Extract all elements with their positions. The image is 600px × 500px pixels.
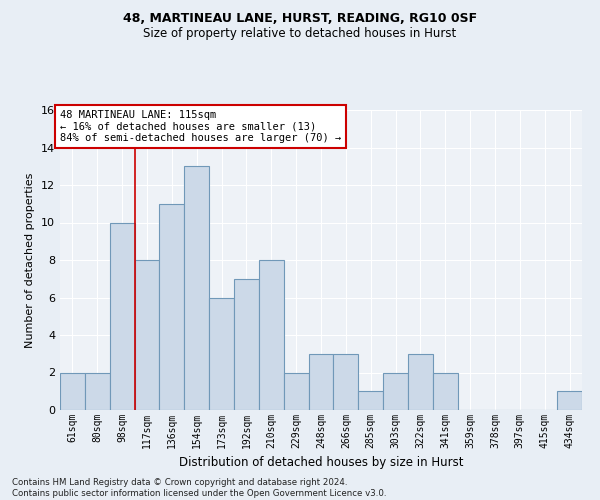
X-axis label: Distribution of detached houses by size in Hurst: Distribution of detached houses by size … (179, 456, 463, 469)
Bar (308, 354, 334, 410)
Bar (284, 372, 308, 410)
Text: Size of property relative to detached houses in Hurst: Size of property relative to detached ho… (143, 28, 457, 40)
Bar (110, 222, 134, 410)
Bar (557, 391, 582, 410)
Bar (234, 279, 259, 410)
Bar (259, 260, 284, 410)
Bar (383, 372, 408, 410)
Bar (184, 166, 209, 410)
Y-axis label: Number of detached properties: Number of detached properties (25, 172, 35, 348)
Text: 48, MARTINEAU LANE, HURST, READING, RG10 0SF: 48, MARTINEAU LANE, HURST, READING, RG10… (123, 12, 477, 26)
Bar (134, 260, 160, 410)
Bar (433, 372, 458, 410)
Bar (160, 204, 184, 410)
Text: 48 MARTINEAU LANE: 115sqm
← 16% of detached houses are smaller (13)
84% of semi-: 48 MARTINEAU LANE: 115sqm ← 16% of detac… (60, 110, 341, 143)
Bar (85, 372, 110, 410)
Text: Contains HM Land Registry data © Crown copyright and database right 2024.
Contai: Contains HM Land Registry data © Crown c… (12, 478, 386, 498)
Bar (60, 372, 85, 410)
Bar (209, 298, 234, 410)
Bar (358, 391, 383, 410)
Bar (408, 354, 433, 410)
Bar (334, 354, 358, 410)
